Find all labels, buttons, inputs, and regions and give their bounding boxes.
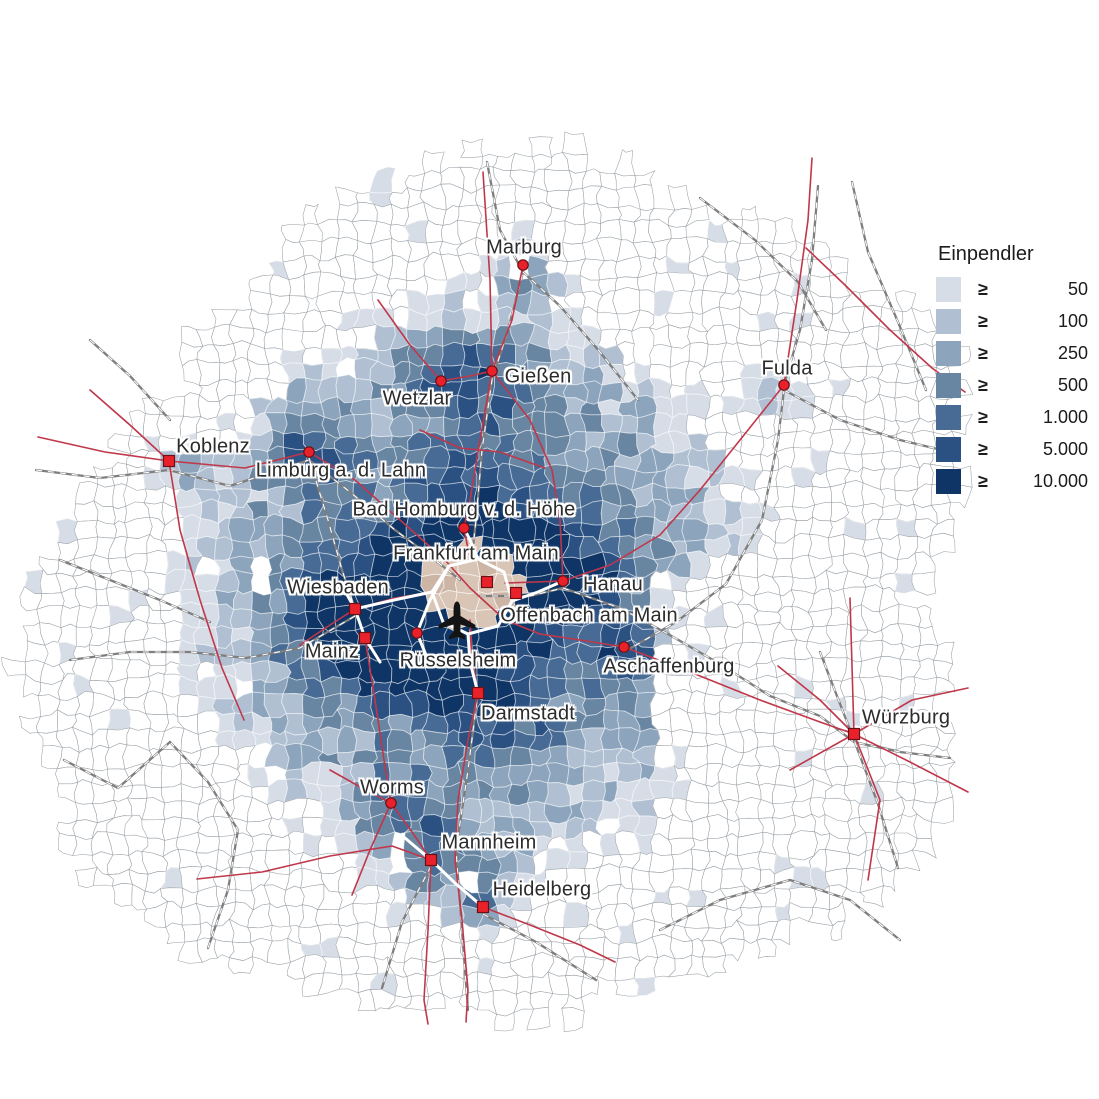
legend-value: 100 xyxy=(1057,311,1088,331)
city-marker-frankfurt-am-main xyxy=(480,575,494,589)
legend-value: 500 xyxy=(1057,375,1088,395)
greater-equal-symbol: ≥ xyxy=(978,343,988,363)
city-marker-mannheim xyxy=(424,853,438,867)
city-marker-mainz xyxy=(358,631,372,645)
city-marker-heidelberg xyxy=(476,900,490,914)
legend: Einpendler ≥50 ≥100 ≥250 ≥500 ≥1.000 ≥5.000 ≥1… xyxy=(936,243,1088,501)
city-marker-bad-homburg-v-d-höhe xyxy=(458,522,470,534)
legend-swatch-icon xyxy=(936,405,961,430)
city-marker-aschaffenburg xyxy=(618,641,630,653)
city-marker-hanau xyxy=(557,575,569,587)
legend-row-100: ≥100 xyxy=(936,309,1088,334)
greater-equal-symbol: ≥ xyxy=(978,279,988,299)
city-marker-gießen xyxy=(486,365,498,377)
city-marker-limburg-a-d-lahn xyxy=(303,446,315,458)
greater-equal-symbol: ≥ xyxy=(978,375,988,395)
legend-row-50: ≥50 xyxy=(936,277,1088,302)
municipality-cells-layer xyxy=(1,131,974,1033)
greater-equal-symbol: ≥ xyxy=(978,311,988,331)
legend-value: 50 xyxy=(1067,279,1088,299)
legend-swatch-icon xyxy=(936,277,961,302)
city-marker-wetzlar xyxy=(435,375,447,387)
legend-title: Einpendler xyxy=(938,243,1034,265)
legend-swatch-icon xyxy=(936,469,961,494)
legend-row-1000: ≥1.000 xyxy=(936,405,1088,430)
city-marker-fulda xyxy=(778,379,790,391)
airplane-icon xyxy=(438,601,476,640)
legend-value: 5.000 xyxy=(1042,439,1088,459)
city-marker-würzburg xyxy=(847,727,861,741)
legend-swatch-icon xyxy=(936,341,961,366)
city-marker-wiesbaden xyxy=(348,602,362,616)
city-marker-offenbach-am-main xyxy=(509,586,523,600)
airport-layer xyxy=(438,601,476,640)
legend-swatch-icon xyxy=(936,437,961,462)
city-marker-rüsselsheim xyxy=(411,627,423,639)
legend-swatch-icon xyxy=(936,309,961,334)
greater-equal-symbol: ≥ xyxy=(978,439,988,459)
legend-value: 1.000 xyxy=(1042,407,1088,427)
legend-row-10000: ≥10.000 xyxy=(936,469,1088,494)
city-marker-marburg xyxy=(517,259,529,271)
city-marker-worms xyxy=(385,797,397,809)
legend-swatch-icon xyxy=(936,373,961,398)
legend-row-5000: ≥5.000 xyxy=(936,437,1088,462)
legend-value: 10.000 xyxy=(1032,471,1088,491)
greater-equal-symbol: ≥ xyxy=(978,407,988,427)
legend-row-250: ≥250 xyxy=(936,341,1088,366)
city-marker-koblenz xyxy=(162,454,176,468)
city-markers-layer xyxy=(162,259,861,914)
legend-rows: ≥50 ≥100 ≥250 ≥500 ≥1.000 ≥5.000 ≥10.000 xyxy=(936,277,1088,494)
legend-value: 250 xyxy=(1057,343,1088,363)
city-marker-darmstadt xyxy=(471,686,485,700)
greater-equal-symbol: ≥ xyxy=(978,471,988,491)
legend-row-500: ≥500 xyxy=(936,373,1088,398)
